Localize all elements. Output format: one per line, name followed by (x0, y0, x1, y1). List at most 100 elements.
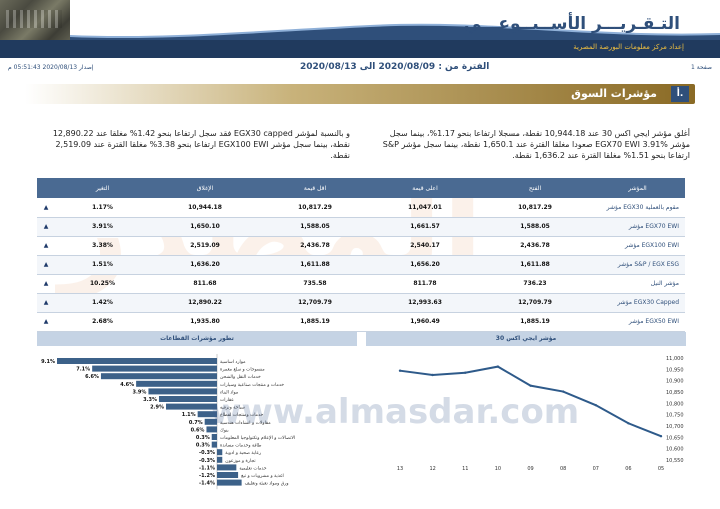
table-row: ▲ 3.91% 1,650.10 1,588.05 1,661.57 1,588.05 مؤ… (37, 217, 685, 237)
cell-close: 12,890.22 (150, 293, 260, 313)
cell-change: 1.17% (55, 198, 150, 218)
sector-value-label: 3.3% (143, 397, 157, 403)
sector-value-label: -1.4% (199, 481, 215, 487)
table-row: ▲ 1.51% 1,636.20 1,611.88 1,656.20 1,611.88 مؤ… (37, 255, 685, 275)
egx30-point (659, 435, 663, 438)
x-tick-label: 08 (560, 466, 566, 472)
change-arrow-icon: ▲ (37, 236, 55, 256)
sector-bar (211, 441, 217, 448)
header-strip: إعداد مركز معلومات البورصة المصرية (0, 40, 720, 58)
cell-low: 1,885.19 (260, 312, 370, 332)
sector-value-label: 0.3% (196, 443, 210, 449)
sector-category-label: رعاية صحية و ادوية (225, 451, 261, 456)
cell-high: 1,960.49 (370, 312, 480, 332)
change-arrow-icon: ▲ (37, 274, 55, 294)
sector-value-label: 2.9% (150, 405, 164, 411)
report-header: التـقـريـــر الأســبــوعـــي إعداد مركز … (0, 0, 720, 58)
sector-category-label: بنوك (220, 428, 229, 433)
cell-close: 811.68 (150, 274, 260, 294)
egx30-line-chart: 11,000 10,950 10,900 10,850 10,800 10,750 10,7… (397, 356, 684, 472)
y-tick-label: 10,800 (666, 401, 684, 407)
sector-category-label: خدمات تعليمية (239, 466, 266, 471)
section-number: أ. (671, 86, 689, 102)
col-header-change: التغير (55, 178, 150, 198)
sectors-bar-chart: 9.1% موارد اساسية 7.1% منسوجات و سلع معمرة 6… (41, 354, 295, 490)
egx30-point (594, 403, 597, 407)
trading-floor-photo (0, 0, 70, 40)
sector-category-label: سياحة وترفيه (220, 406, 245, 411)
cell-change: 3.91% (55, 217, 150, 237)
cell-low: 12,709.79 (260, 293, 370, 313)
table-row: ▲ 1.42% 12,890.22 12,709.79 12,993.63 12,709.… (37, 293, 685, 313)
cell-change: 1.51% (55, 255, 150, 275)
sector-category-label: اغذية و مشروبات و تبغ (241, 474, 284, 479)
cell-low: 1,611.88 (260, 255, 370, 275)
y-tick-label: 10,900 (666, 379, 684, 385)
sector-value-label: 0.6% (191, 427, 205, 433)
cell-high: 1,661.57 (370, 217, 480, 237)
change-arrow-icon: ▲ (37, 217, 55, 237)
change-arrow-icon: ▲ (37, 312, 55, 332)
table-header-row: التغير الإغلاق اقل قيمة اعلى قيمة الفتح … (37, 178, 685, 198)
table-row: ▲ 10.25% 811.68 735.58 811.78 736.23 مؤشر الني… (37, 274, 685, 294)
table-row: ▲ 1.17% 10,944.18 10,817.29 11,047.01 10,817.… (37, 198, 685, 218)
cell-open: 1,885.19 (480, 312, 590, 332)
cell-change: 1.42% (55, 293, 150, 313)
sector-category-label: عقارات (220, 398, 234, 403)
sector-bar (217, 479, 242, 486)
col-header-open: الفتح (480, 178, 590, 198)
indices-table: التغير الإغلاق اقل قيمة اعلى قيمة الفتح … (37, 178, 685, 332)
egx30-point (398, 369, 402, 372)
cell-high: 12,993.63 (370, 293, 480, 313)
x-tick-label: 12 (429, 466, 435, 472)
report-title: التـقـريـــر الأســبــوعـــي (463, 14, 680, 34)
cell-high: 11,047.01 (370, 198, 480, 218)
sector-category-label: طاقة وخدمات مساندة (220, 444, 262, 449)
sector-bar (211, 434, 217, 440)
cell-change: 10.25% (55, 274, 150, 294)
sector-bar (204, 418, 217, 425)
sector-bar (217, 472, 239, 478)
sector-bar (166, 403, 217, 410)
col-header-arrow (37, 178, 55, 198)
cell-index-name: مؤشر EGX30 مقوم بالعملية (590, 198, 685, 218)
sector-value-label: -1.1% (199, 465, 215, 471)
y-tick-label: 11,000 (666, 356, 684, 362)
report-subtitle: إعداد مركز معلومات البورصة المصرية (573, 43, 684, 51)
sector-bar (148, 388, 217, 395)
col-header-high: اعلى قيمة (370, 178, 480, 198)
sector-value-label: 0.7% (189, 420, 203, 426)
sector-category-label: مقاولات و انشاءات هندسية (220, 421, 271, 426)
egx30-point (627, 422, 630, 425)
issue-timestamp: إصدار 2020/08/13 05:51:43 م (8, 64, 94, 71)
col-header-low: اقل قيمة (260, 178, 370, 198)
cell-index-name: مؤشر EGX100 EWI (590, 236, 685, 256)
cell-change: 2.68% (55, 312, 150, 332)
egx30-point (464, 371, 467, 374)
x-tick-label: 05 (658, 466, 664, 472)
sector-value-label: 4.6% (120, 382, 134, 388)
page-number: صفحة 1 (691, 64, 712, 71)
sector-value-label: -0.3% (199, 458, 215, 464)
sector-bar (136, 380, 217, 387)
x-tick-label: 10 (495, 466, 501, 472)
sector-value-label: 1.1% (182, 412, 196, 418)
cell-open: 10,817.29 (480, 198, 590, 218)
cell-high: 2,540.17 (370, 236, 480, 256)
cell-open: 2,436.78 (480, 236, 590, 256)
egx30-point (561, 390, 565, 393)
cell-high: 811.78 (370, 274, 480, 294)
cell-high: 1,656.20 (370, 255, 480, 275)
cell-open: 1,588.05 (480, 217, 590, 237)
y-tick-label: 10,700 (666, 424, 684, 430)
change-arrow-icon: ▲ (37, 255, 55, 275)
section-heading: مؤشرات السوق أ. (25, 84, 695, 104)
cell-index-name: مؤشر EGX70 EWI (590, 217, 685, 237)
cell-close: 10,944.18 (150, 198, 260, 218)
sector-value-label: 9.1% (41, 359, 55, 365)
sector-bar (217, 449, 223, 456)
cell-low: 735.58 (260, 274, 370, 294)
sector-category-label: خدمات ومنتجات لقطاع (220, 413, 263, 418)
y-tick-label: 10,850 (666, 390, 684, 396)
sector-category-label: الاتصالات و الإعلام وتكنولوجيا المعلومات (220, 435, 295, 441)
